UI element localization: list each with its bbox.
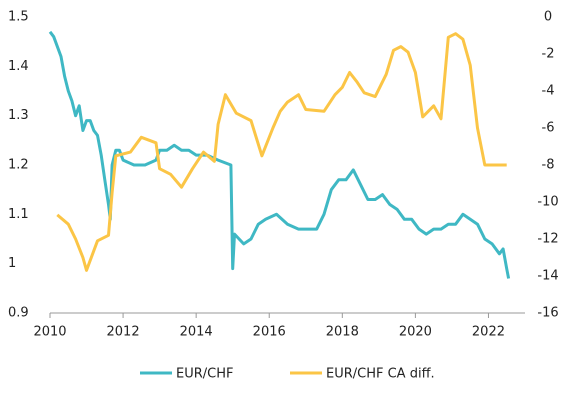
y2-tick-label: 0	[544, 10, 552, 25]
x-tick-label: 2012	[107, 325, 140, 340]
y2-tick-label: -6	[542, 121, 555, 136]
y-tick-label: 1.3	[8, 108, 29, 123]
x-tick-label: 2018	[326, 325, 359, 340]
y-tick-label: 1	[8, 256, 16, 271]
y2-tick-label: -14	[537, 269, 558, 284]
y2-tick-label: -2	[542, 47, 555, 62]
x-tick-label: 2014	[180, 325, 213, 340]
x-tick-label: 2010	[33, 325, 66, 340]
y-tick-label: 1.5	[8, 10, 29, 25]
y-tick-label: 1.4	[8, 59, 29, 74]
y2-tick-label: -4	[542, 84, 555, 99]
y2-tick-label: -10	[537, 195, 558, 210]
legend-label: EUR/CHF	[176, 367, 233, 382]
y2-tick-label: -16	[537, 306, 558, 321]
y2-tick-label: -8	[542, 158, 555, 173]
line	[56, 32, 507, 272]
x-tick-label: 2020	[399, 325, 432, 340]
y-tick-label: 1.1	[8, 207, 29, 222]
y-tick-label: 1.2	[8, 158, 29, 173]
legend-label: EUR/CHF CA diff.	[326, 367, 435, 382]
line	[48, 30, 511, 279]
x-tick-label: 2022	[472, 325, 505, 340]
x-tick-label: 2016	[253, 325, 286, 340]
y2-tick-label: -12	[537, 232, 558, 247]
y-tick-label: 0.9	[8, 306, 29, 321]
